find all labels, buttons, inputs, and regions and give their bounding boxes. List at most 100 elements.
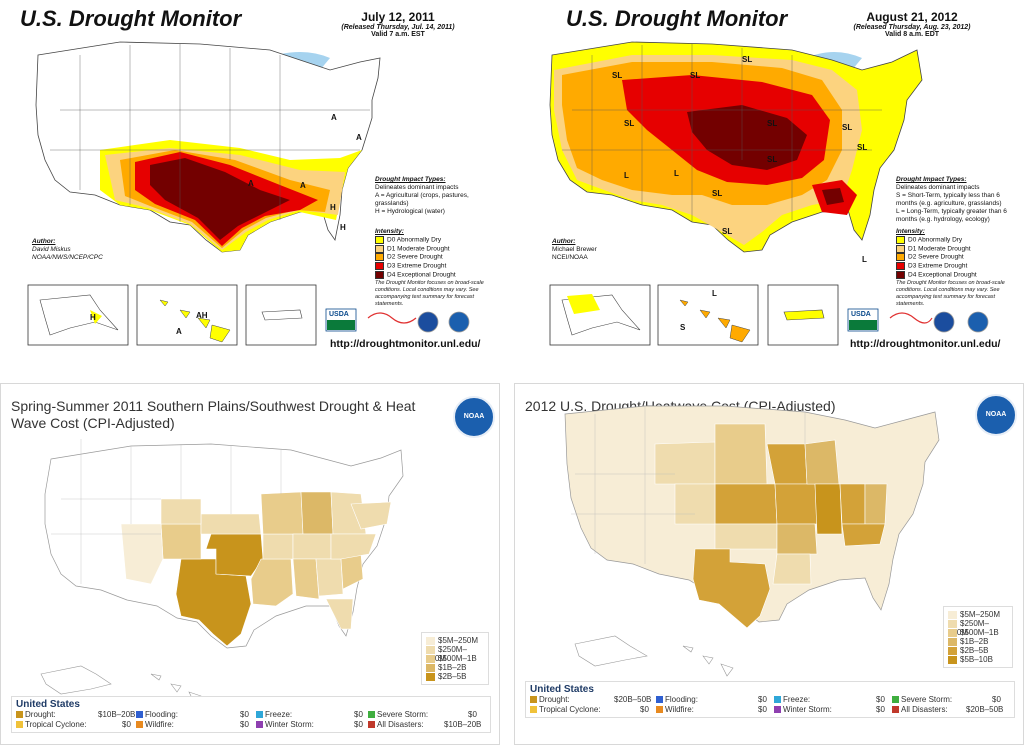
cost-label: Tropical Cyclone: [25, 720, 87, 729]
all-disasters-swatch [368, 721, 375, 729]
cost-swatch [948, 628, 957, 637]
impact-legend-item: H = Hydrological (water) [375, 208, 445, 215]
impact-legend-header: Drought Impact Types: [896, 176, 967, 183]
cost-label: Freeze: [783, 695, 811, 704]
cost-label: All Disasters: [901, 705, 948, 714]
author-header: Author: [552, 238, 576, 245]
map-title: U.S. Drought Monitor [566, 6, 788, 31]
cost-legend-item: $500M–1B [960, 628, 999, 637]
intensity-item: D1 Moderate Drought [908, 245, 971, 253]
cost-legend-item: $500M–1B [438, 654, 477, 663]
cost-legend-item: $1B–2B [960, 637, 989, 646]
svg-text:A: A [356, 133, 362, 142]
cost-swatch [426, 654, 435, 663]
all-disasters-swatch [892, 706, 899, 714]
cost-legend-item: $250M–500M [426, 645, 467, 663]
drought-monitor-2012-panel: U.S. Drought Monitor August 21, 2012 (Re… [512, 0, 1024, 360]
noaa-logo: NOAA [975, 394, 1017, 436]
map-released: (Released Thursday, Aug. 23, 2012) [853, 24, 971, 31]
author-block: Author: Michael Brewer NCEI/NOAA [552, 238, 597, 262]
svg-text:H: H [330, 203, 336, 212]
svg-text:SL: SL [742, 55, 752, 64]
cost-swatch [948, 646, 957, 655]
drought-monitor-2011-panel: U.S. Drought Monitor July 12, 2011 (Rele… [0, 0, 512, 360]
severe-storm-swatch [368, 711, 375, 719]
d3-swatch [375, 262, 384, 271]
intensity-item: D0 Abnormally Dry [908, 236, 963, 244]
cost-swatch [426, 636, 435, 645]
map-date: August 21, 2012 [866, 10, 958, 24]
intensity-legend: Intensity: D0 Abnormally Dry D1 Moderate… [375, 228, 503, 280]
svg-text:SL: SL [767, 155, 777, 164]
svg-text:AH: AH [196, 311, 208, 320]
cost-table-title: United States [16, 699, 80, 710]
tropical-cyclone-swatch [16, 721, 23, 729]
winter-storm-swatch [774, 706, 781, 714]
d3-swatch [896, 262, 905, 271]
intensity-item: D3 Extreme Drought [908, 262, 968, 270]
map-valid: Valid 8 a.m. EDT [884, 31, 940, 38]
author-block: Author: David Miskus NOAA/NWS/NCEP/CPC [32, 238, 103, 262]
cost-value: $0 [240, 720, 249, 729]
drought-swatch [530, 696, 537, 704]
svg-text:SL: SL [842, 123, 852, 132]
cost-value: $0 [468, 710, 477, 719]
drought-monitor-url[interactable]: http://droughtmonitor.unl.edu/ [850, 338, 1001, 350]
impact-legend-item: S = Short-Term, typically less than 6 mo… [896, 192, 1002, 207]
map-released: (Released Thursday, Jul. 14, 2011) [341, 24, 455, 31]
svg-text:L: L [674, 169, 679, 178]
svg-text:H: H [90, 313, 96, 322]
cost-label: Wildfire: [145, 720, 174, 729]
cost-map-2011 [40, 439, 404, 705]
usda-logo: USDA [329, 311, 349, 318]
noaa-logo: NOAA [453, 396, 495, 438]
cost-label: All Disasters: [377, 720, 424, 729]
drought-monitor-note: The Drought Monitor focuses on broad-sca… [375, 280, 484, 307]
cost-legend-item: $5M–250M [960, 610, 1001, 619]
drought-monitor-url[interactable]: http://droughtmonitor.unl.edu/ [330, 338, 481, 350]
cost-swatch [948, 610, 957, 619]
cost-table-row: Tropical Cyclone: $0 Wildfire: $0 Winter… [530, 705, 1010, 715]
author-org: NCEI/NOAA [552, 254, 588, 261]
svg-text:SL: SL [767, 119, 777, 128]
d0-swatch [896, 236, 905, 244]
impact-legend-item: L = Long-Term, typically greater than 6 … [896, 208, 1007, 223]
svg-text:SL: SL [857, 143, 867, 152]
author-org: NOAA/NWS/NCEP/CPC [32, 254, 103, 261]
impact-legend-header: Drought Impact Types: [375, 176, 446, 183]
cost-label: Flooding: [665, 695, 698, 704]
tropical-cyclone-swatch [530, 706, 537, 714]
intensity-item: D4 Exceptional Drought [387, 271, 456, 279]
d0-swatch [375, 236, 384, 244]
us-drought-map-2012: SL SL SL SL SL SL SL SL SL SL L L L L S [549, 41, 989, 346]
cost-value: $0 [758, 695, 767, 704]
winter-storm-swatch [256, 721, 263, 729]
cost-legend-item: $2B–5B [960, 646, 989, 655]
intensity-item: D3 Extreme Drought [387, 262, 447, 270]
map-valid: Valid 7 a.m. EST [371, 31, 425, 38]
cost-value: $0 [122, 720, 131, 729]
cost-swatch [426, 645, 435, 654]
svg-text:SL: SL [722, 227, 732, 236]
cost-label: Severe Storm: [901, 695, 953, 704]
impact-legend: Drought Impact Types: Delineates dominan… [896, 176, 1018, 224]
cost-table-row: Drought: $20B–50B Flooding: $0 Freeze: $… [530, 695, 1010, 705]
cost-2012-panel: 2012 U.S. Drought/Heatwave Cost (CPI-Adj… [514, 383, 1024, 745]
cost-label: Winter Storm: [783, 705, 832, 714]
cost-map-title: Spring-Summer 2011 Southern Plains/South… [11, 398, 416, 431]
cost-label: Drought: [25, 710, 56, 719]
severe-storm-swatch [892, 696, 899, 704]
svg-text:L: L [624, 171, 629, 180]
impact-legend: Drought Impact Types: Delineates dominan… [375, 176, 503, 216]
cost-table: United States Drought: $10B–20B Flooding… [11, 696, 491, 733]
intensity-item: D0 Abnormally Dry [387, 236, 442, 244]
drought-monitor-note: The Drought Monitor focuses on broad-sca… [896, 280, 1005, 307]
cost-legend-item: $5M–250M [438, 636, 479, 645]
cost-value: $0 [992, 695, 1001, 704]
cost-legend-item: $1B–2B [438, 663, 467, 672]
cost-legend-item: $250M–500M [948, 619, 989, 637]
cost-2011-panel: Spring-Summer 2011 Southern Plains/South… [0, 383, 500, 745]
intensity-legend-header: Intensity: [896, 228, 925, 235]
d2-swatch [375, 253, 384, 262]
cost-value: $0 [240, 710, 249, 719]
